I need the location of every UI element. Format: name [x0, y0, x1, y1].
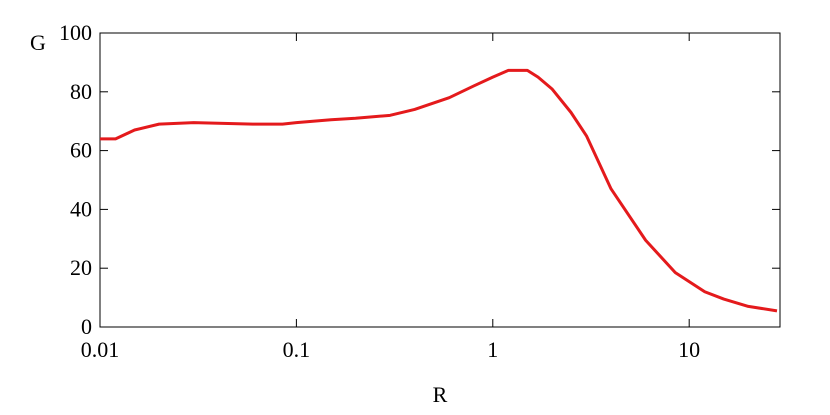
data-line: [100, 68, 778, 313]
y-axis-label: G: [30, 30, 46, 55]
y-tick-label: 100: [59, 20, 92, 45]
plot-frame: [99, 32, 781, 328]
y-tick-label: 40: [70, 196, 92, 221]
y-tick-label: 60: [70, 138, 92, 163]
x-tick-label: 1: [487, 337, 498, 362]
x-axis-label: R: [433, 382, 448, 407]
y-tick-label: 20: [70, 255, 92, 280]
y-tick-label: 80: [70, 79, 92, 104]
x-tick-label: 0.1: [283, 337, 311, 362]
x-tick-label: 10: [678, 337, 700, 362]
x-tick-label: 0.01: [81, 337, 120, 362]
y-tick-label: 0: [81, 314, 92, 339]
